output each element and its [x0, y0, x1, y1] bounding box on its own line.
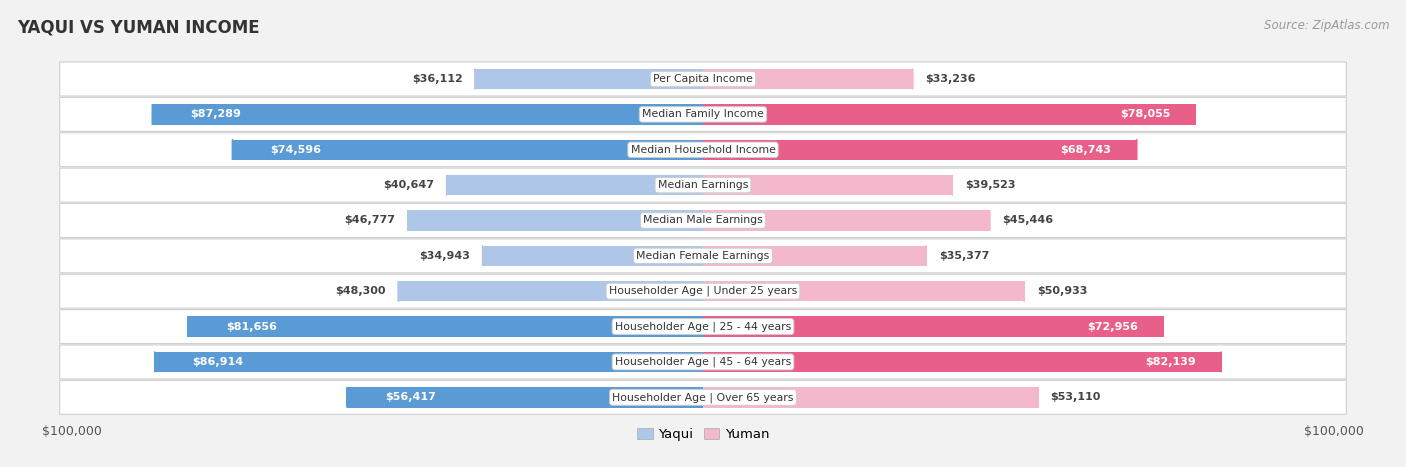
FancyBboxPatch shape: [59, 274, 1347, 308]
Text: $68,743: $68,743: [1060, 145, 1111, 155]
Text: Per Capita Income: Per Capita Income: [652, 74, 754, 84]
FancyBboxPatch shape: [59, 98, 1347, 131]
Text: $50,933: $50,933: [1036, 286, 1087, 296]
Text: Householder Age | Under 25 years: Householder Age | Under 25 years: [609, 286, 797, 297]
FancyBboxPatch shape: [59, 345, 1347, 379]
Text: $74,596: $74,596: [270, 145, 322, 155]
Bar: [703, 352, 1220, 372]
Text: $46,777: $46,777: [344, 215, 395, 226]
Text: $35,377: $35,377: [939, 251, 990, 261]
Text: Median Male Earnings: Median Male Earnings: [643, 215, 763, 226]
Legend: Yaqui, Yuman: Yaqui, Yuman: [631, 423, 775, 446]
Bar: [447, 175, 703, 195]
Text: $82,139: $82,139: [1144, 357, 1197, 367]
Text: Median Household Income: Median Household Income: [630, 145, 776, 155]
Bar: [703, 281, 1024, 302]
Text: $48,300: $48,300: [335, 286, 385, 296]
Bar: [232, 140, 703, 160]
Text: $45,446: $45,446: [1002, 215, 1053, 226]
FancyBboxPatch shape: [59, 204, 1347, 237]
Text: $40,647: $40,647: [382, 180, 434, 190]
Bar: [188, 316, 703, 337]
Bar: [703, 210, 990, 231]
Text: $72,956: $72,956: [1087, 322, 1137, 332]
FancyBboxPatch shape: [59, 133, 1347, 167]
FancyBboxPatch shape: [59, 239, 1347, 273]
Text: $87,289: $87,289: [190, 109, 242, 120]
Text: Householder Age | 25 - 44 years: Householder Age | 25 - 44 years: [614, 321, 792, 332]
Bar: [703, 175, 952, 195]
Text: $56,417: $56,417: [385, 392, 436, 402]
Bar: [152, 104, 703, 125]
Bar: [482, 246, 703, 266]
FancyBboxPatch shape: [59, 62, 1347, 96]
Text: $36,112: $36,112: [412, 74, 463, 84]
Text: YAQUI VS YUMAN INCOME: YAQUI VS YUMAN INCOME: [17, 19, 260, 37]
Bar: [398, 281, 703, 302]
Bar: [155, 352, 703, 372]
Text: $86,914: $86,914: [193, 357, 243, 367]
FancyBboxPatch shape: [59, 380, 1347, 414]
Bar: [347, 387, 703, 408]
FancyBboxPatch shape: [59, 310, 1347, 344]
Bar: [408, 210, 703, 231]
Bar: [703, 69, 912, 89]
Text: Median Earnings: Median Earnings: [658, 180, 748, 190]
Text: Householder Age | 45 - 64 years: Householder Age | 45 - 64 years: [614, 357, 792, 367]
Text: Median Family Income: Median Family Income: [643, 109, 763, 120]
Text: Source: ZipAtlas.com: Source: ZipAtlas.com: [1264, 19, 1389, 32]
Bar: [703, 140, 1136, 160]
FancyBboxPatch shape: [59, 168, 1347, 202]
Text: $34,943: $34,943: [419, 251, 470, 261]
Bar: [703, 387, 1038, 408]
Text: Householder Age | Over 65 years: Householder Age | Over 65 years: [612, 392, 794, 403]
Bar: [475, 69, 703, 89]
Text: $53,110: $53,110: [1050, 392, 1101, 402]
Bar: [703, 316, 1163, 337]
Text: $81,656: $81,656: [226, 322, 277, 332]
Text: Median Female Earnings: Median Female Earnings: [637, 251, 769, 261]
Bar: [703, 104, 1195, 125]
Text: $78,055: $78,055: [1119, 109, 1170, 120]
Bar: [703, 246, 927, 266]
Text: $33,236: $33,236: [925, 74, 976, 84]
Text: $39,523: $39,523: [965, 180, 1015, 190]
